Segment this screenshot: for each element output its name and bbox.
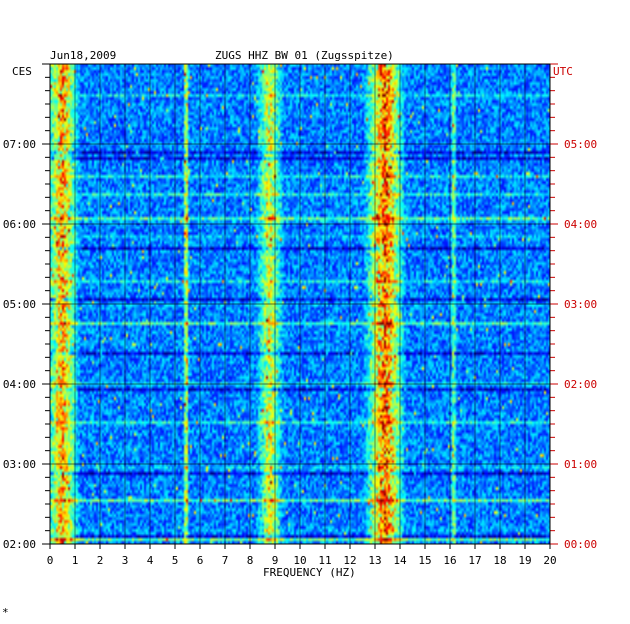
x-tick-label: 9	[272, 554, 279, 567]
x-tick-label: 10	[293, 554, 306, 567]
x-tick-label: 6	[197, 554, 204, 567]
x-tick-label: 19	[518, 554, 531, 567]
x-tick-label: 0	[47, 554, 54, 567]
x-tick-label: 20	[543, 554, 556, 567]
x-tick-label: 1	[72, 554, 79, 567]
station-title: ZUGS HHZ BW 01 (Zugsspitze)	[215, 49, 394, 62]
date-label: Jun18,2009	[50, 49, 116, 62]
right-tick-label: 01:00	[564, 458, 597, 471]
ces-label: CES	[12, 65, 32, 78]
right-tick-label: 04:00	[564, 218, 597, 231]
x-tick-label: 14	[393, 554, 407, 567]
left-tick-label: 05:00	[3, 298, 36, 311]
x-tick-label: 8	[247, 554, 254, 567]
x-tick-label: 12	[343, 554, 356, 567]
right-tick-label: 00:00	[564, 538, 597, 551]
left-tick-label: 06:00	[3, 218, 36, 231]
left-tick-label: 04:00	[3, 378, 36, 391]
axis-ticks: 0 1 2 3 4 5 6 7 8 9 10 11 12 13 14 15 16 17 18 19 2002:0003:…	[3, 63, 597, 567]
plot-frame	[49, 63, 551, 545]
x-tick-label: 18	[493, 554, 506, 567]
x-tick-label: 15	[418, 554, 431, 567]
right-tick-label: 05:00	[564, 138, 597, 151]
x-tick-label: 4	[147, 554, 154, 567]
x-tick-label: 7	[222, 554, 229, 567]
left-tick-label: 03:00	[3, 458, 36, 471]
left-tick-label: 02:00	[3, 538, 36, 551]
x-tick-label: 2	[97, 554, 104, 567]
utc-label: UTC	[553, 65, 573, 78]
right-tick-label: 03:00	[564, 298, 597, 311]
x-tick-label: 17	[468, 554, 481, 567]
x-axis-label: FREQUENCY (HZ)	[263, 566, 356, 579]
x-tick-label: 13	[368, 554, 381, 567]
x-tick-label: 16	[443, 554, 456, 567]
x-tick-label: 5	[172, 554, 179, 567]
right-tick-label: 02:00	[564, 378, 597, 391]
left-tick-label: 07:00	[3, 138, 36, 151]
x-tick-label: 3	[122, 554, 129, 567]
footer-mark: *	[2, 606, 9, 619]
x-tick-label: 11	[318, 554, 331, 567]
